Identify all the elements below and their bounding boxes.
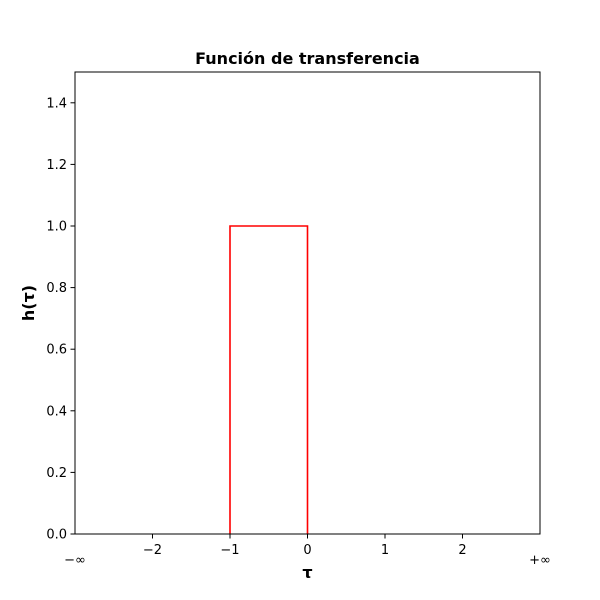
series-line (229, 225, 309, 534)
x-tick-label: −∞ (64, 553, 86, 568)
y-tick-label: 1.2 (46, 158, 67, 173)
x-tick-label: −1 (220, 543, 239, 558)
x-tick-label: 0 (303, 543, 311, 558)
y-tick-label: 1.4 (46, 96, 67, 111)
y-tick-label: 0.4 (46, 404, 67, 419)
y-tick-label: 0.2 (46, 466, 67, 481)
x-tick-label: 1 (381, 543, 389, 558)
x-tick-label: 2 (458, 543, 466, 558)
y-tick-label: 1.0 (46, 220, 67, 235)
y-axis-ticks: 0.0 0.2 0.4 0.6 0.8 1.0 1.2 1.4 (46, 96, 75, 543)
x-tick-label: −2 (143, 543, 162, 558)
x-axis-label: τ (302, 563, 312, 582)
y-tick-label: 0.8 (46, 281, 67, 296)
series-layer (229, 225, 309, 534)
x-axis-ticks: −∞ −2 −1 0 1 2 +∞ (64, 534, 551, 568)
y-tick-label: 0.0 (46, 528, 67, 543)
chart-title: Función de transferencia (195, 49, 420, 68)
y-axis-label: h(τ) (19, 285, 38, 321)
x-tick-label: +∞ (529, 553, 551, 568)
y-tick-label: 0.6 (46, 343, 67, 358)
